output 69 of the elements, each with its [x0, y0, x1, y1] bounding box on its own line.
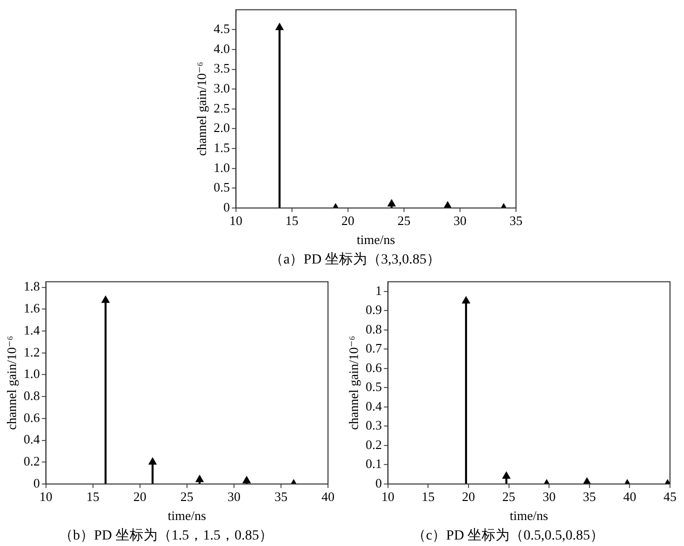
- point: [148, 458, 157, 465]
- x-tick-label: 10: [381, 489, 394, 504]
- y-tick-label: 1.5: [214, 140, 230, 155]
- point: [102, 296, 110, 303]
- text: （b）PD 坐标为（1.5，1.5，0.85）: [59, 527, 273, 544]
- y-axis-title: channel gain/10⁻⁶: [4, 336, 20, 430]
- x-tick-label: 35: [582, 489, 596, 504]
- y-tick-label: 0.6: [24, 410, 40, 425]
- x-tick-label: 25: [502, 489, 516, 504]
- point: [462, 296, 470, 304]
- y-axis-title: channel gain/10⁻⁶: [194, 62, 210, 156]
- y-tick-label: 0.5: [214, 180, 230, 195]
- y-tick-label: 4.0: [214, 40, 230, 56]
- y-tick-label: 0.6: [366, 360, 382, 375]
- x-tick-label: 15: [86, 489, 100, 504]
- x-tick-label: 40: [322, 489, 334, 504]
- y-tick-label: 0: [375, 475, 382, 490]
- y-tick-label: 0.2: [24, 454, 40, 469]
- x-axis-title: time/ns: [168, 508, 206, 523]
- x-tick-label: 30: [542, 489, 556, 504]
- point: [196, 475, 204, 482]
- y-tick-label: 1.6: [24, 300, 40, 316]
- y-tick-label: 0.4: [366, 398, 382, 414]
- y-tick-label: 0.1: [366, 456, 382, 472]
- text: （a）PD 坐标为（3,3,0.85）: [269, 251, 441, 268]
- y-tick-label: 0: [33, 475, 40, 490]
- y-tick-label: 1: [375, 282, 382, 298]
- point: [242, 476, 251, 484]
- x-axis-title: time/ns: [356, 232, 396, 247]
- y-tick-label: 0: [223, 199, 230, 214]
- y-tick-label: 1.8: [24, 278, 40, 294]
- y-tick-label: 0.2: [366, 436, 382, 452]
- x-tick-label: 35: [510, 213, 522, 228]
- x-tick-label: 10: [39, 489, 52, 504]
- x-tick-label: 30: [227, 489, 240, 504]
- text: （c）PD 坐标为（0.5,0.5,0.85）: [412, 527, 604, 544]
- y-tick-label: 0.7: [366, 340, 382, 356]
- y-tick-label: 2.0: [214, 120, 230, 136]
- y-tick-label: 1.4: [24, 322, 40, 338]
- y-tick-label: 4.5: [214, 21, 230, 36]
- y-tick-label: 0.3: [366, 418, 382, 433]
- x-tick-label: 25: [180, 489, 194, 504]
- x-tick-label: 20: [462, 489, 475, 504]
- y-tick-label: 2.5: [214, 100, 230, 116]
- x-tick-label: 10: [229, 213, 242, 228]
- y-axis-title: channel gain/10⁻⁶: [346, 336, 362, 430]
- x-tick-label: 40: [623, 489, 636, 504]
- y-tick-label: 0.4: [24, 432, 40, 447]
- x-tick-label: 45: [664, 489, 676, 504]
- y-tick-label: 0.9: [366, 302, 382, 318]
- point: [502, 472, 510, 479]
- y-tick-label: 1.2: [24, 344, 40, 360]
- point: [276, 23, 284, 30]
- x-tick-label: 35: [274, 489, 288, 504]
- x-tick-label: 30: [453, 213, 466, 228]
- y-tick-label: 0.8: [24, 388, 40, 403]
- x-tick-label: 25: [397, 213, 410, 228]
- x-axis-title: time/ns: [510, 508, 548, 523]
- y-tick-label: 1.0: [214, 160, 230, 175]
- y-tick-label: 3.5: [214, 60, 230, 76]
- x-tick-label: 15: [285, 213, 298, 228]
- x-tick-label: 20: [133, 489, 146, 504]
- y-tick-label: 0.8: [366, 321, 382, 336]
- y-tick-label: 3.0: [214, 80, 230, 96]
- y-tick-label: 0.5: [366, 379, 382, 394]
- x-tick-label: 15: [422, 489, 435, 504]
- y-tick-label: 1.0: [24, 366, 40, 382]
- x-tick-label: 20: [341, 213, 354, 228]
- point: [388, 200, 396, 207]
